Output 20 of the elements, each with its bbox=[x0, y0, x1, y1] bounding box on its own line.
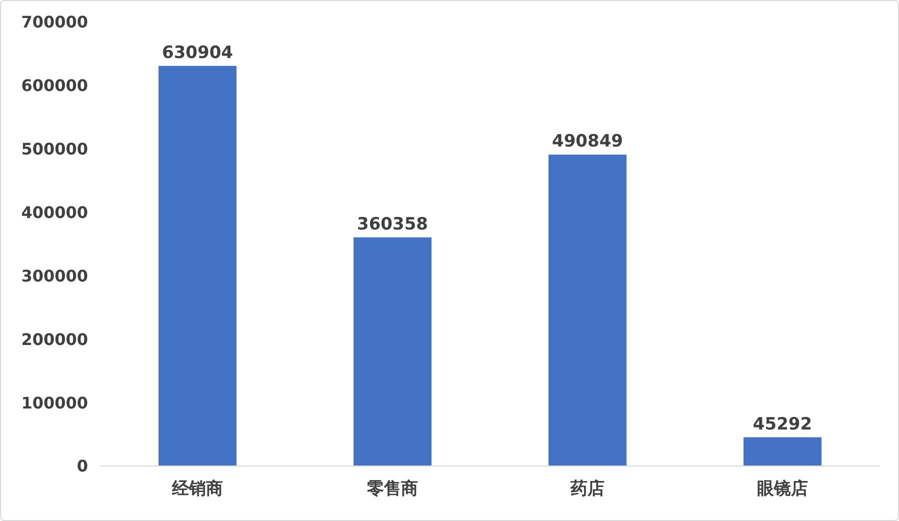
data-label: 360358 bbox=[357, 214, 428, 234]
data-label: 490849 bbox=[552, 132, 623, 152]
y-tick-label: 0 bbox=[76, 456, 88, 476]
y-tick-label: 300000 bbox=[21, 266, 88, 286]
y-tick-label: 400000 bbox=[21, 202, 88, 222]
bar bbox=[354, 237, 432, 466]
x-tick-label: 眼镜店 bbox=[757, 479, 808, 500]
x-tick-label: 药店 bbox=[570, 479, 604, 500]
x-tick-label: 经销商 bbox=[171, 479, 223, 500]
y-tick-label: 100000 bbox=[21, 393, 88, 412]
y-tick-label: 500000 bbox=[21, 140, 88, 159]
y-tick-label: 700000 bbox=[21, 12, 88, 32]
data-label: 45292 bbox=[752, 414, 812, 434]
y-tick-label: 600000 bbox=[21, 76, 88, 96]
x-tick-label: 零售商 bbox=[366, 479, 418, 500]
bar bbox=[158, 66, 236, 466]
y-tick-label: 200000 bbox=[21, 330, 88, 349]
bar bbox=[548, 154, 626, 466]
data-label: 630904 bbox=[162, 42, 234, 63]
bar bbox=[744, 437, 822, 466]
